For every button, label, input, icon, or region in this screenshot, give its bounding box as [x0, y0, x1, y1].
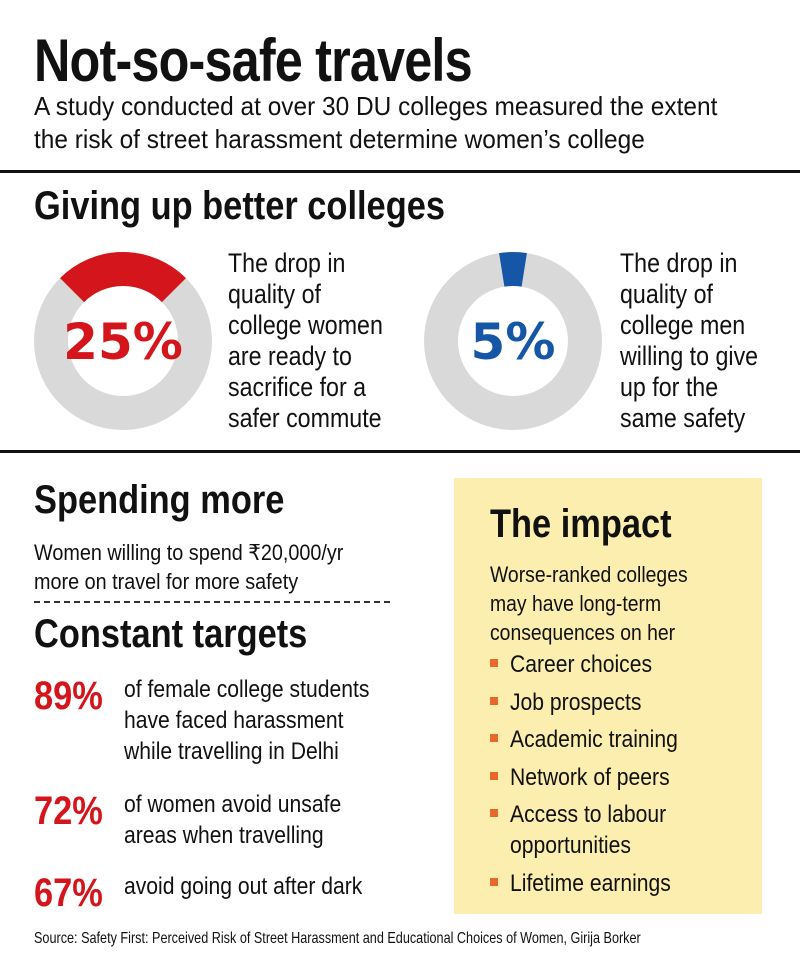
- desc-line: The drop in: [228, 248, 346, 278]
- divider: [0, 450, 800, 453]
- stat-line: of women avoid unsafe: [124, 791, 342, 818]
- bullet-text: Access to labour opportunities: [510, 799, 666, 861]
- bullet-text: Network of peers: [510, 764, 670, 791]
- donut-value-men: 5%: [471, 313, 556, 371]
- donut-slice-women: [60, 252, 186, 303]
- bullet-square-icon: [490, 659, 498, 667]
- bullet-square-icon: [490, 772, 498, 780]
- stat-percent: 72%: [34, 789, 103, 833]
- desc-line: Worse-ranked colleges: [490, 562, 688, 587]
- bullet-text: Career choices: [510, 651, 653, 678]
- donut-chart-men: 5%: [424, 252, 602, 430]
- donut-desc-men: The drop in quality of college men willi…: [620, 248, 758, 434]
- impact-panel: The impact Worse-ranked colleges may hav…: [454, 478, 762, 914]
- section-heading-targets: Constant targets: [34, 612, 308, 656]
- desc-line: are ready to: [228, 341, 352, 371]
- divider: [0, 170, 800, 173]
- stat-line: while travelling in Delhi: [124, 738, 339, 765]
- desc-line: consequences on her: [490, 620, 676, 645]
- desc-line: safer commute: [228, 403, 382, 433]
- bullet-line: Access to labour: [510, 801, 667, 828]
- stat-text: avoid going out after dark: [124, 871, 362, 902]
- desc-line: may have long-term: [490, 591, 662, 616]
- bullet-square-icon: [490, 809, 498, 817]
- stat-line: avoid going out after dark: [124, 873, 363, 900]
- section-heading-giving: Giving up better colleges: [34, 184, 445, 228]
- desc-line: quality of: [228, 279, 321, 309]
- subtitle-line: A study conducted at over 30 DU colleges…: [34, 91, 718, 121]
- source-note: Source: Safety First: Perceived Risk of …: [34, 930, 641, 947]
- donut-desc-women: The drop in quality of college women are…: [228, 248, 383, 434]
- bullet-square-icon: [490, 697, 498, 705]
- desc-line: Women willing to spend ₹20,000/yr: [34, 540, 344, 565]
- section-heading-impact: The impact: [490, 502, 672, 546]
- section-heading-spending: Spending more: [34, 478, 285, 522]
- desc-line: up for the: [620, 372, 719, 402]
- stat-percent: 67%: [34, 871, 103, 915]
- desc-line: college men: [620, 310, 746, 340]
- subtitle-line: the risk of street harassment determine …: [34, 124, 645, 154]
- stat-line: of female college students: [124, 676, 370, 703]
- dashed-divider: [34, 601, 390, 603]
- bullet-text: Lifetime earnings: [510, 870, 671, 897]
- stat-text: of female college students have faced ha…: [124, 674, 369, 767]
- page-subtitle: A study conducted at over 30 DU colleges…: [34, 90, 717, 156]
- desc-line: The drop in: [620, 248, 738, 278]
- donut-slice-men: [499, 252, 527, 287]
- bullet-text: Academic training: [510, 726, 678, 753]
- spending-desc: Women willing to spend ₹20,000/yr more o…: [34, 538, 343, 596]
- page-title: Not-so-safe travels: [34, 27, 473, 94]
- donut-value-women: 25%: [63, 313, 183, 371]
- desc-line: more on travel for more safety: [34, 569, 299, 594]
- bullet-square-icon: [490, 878, 498, 886]
- stat-line: have faced harassment: [124, 707, 344, 734]
- stat-line: areas when travelling: [124, 822, 324, 849]
- stat-text: of women avoid unsafe areas when travell…: [124, 789, 341, 851]
- desc-line: college women: [228, 310, 383, 340]
- impact-desc: Worse-ranked colleges may have long-term…: [490, 560, 688, 647]
- stat-percent: 89%: [34, 674, 103, 718]
- bullet-text: Job prospects: [510, 689, 642, 716]
- desc-line: sacrifice for a: [228, 372, 367, 402]
- desc-line: willing to give: [620, 341, 759, 371]
- bullet-line: opportunities: [510, 832, 631, 859]
- desc-line: same safety: [620, 403, 746, 433]
- bullet-square-icon: [490, 734, 498, 742]
- desc-line: quality of: [620, 279, 713, 309]
- donut-chart-women: 25%: [34, 252, 212, 430]
